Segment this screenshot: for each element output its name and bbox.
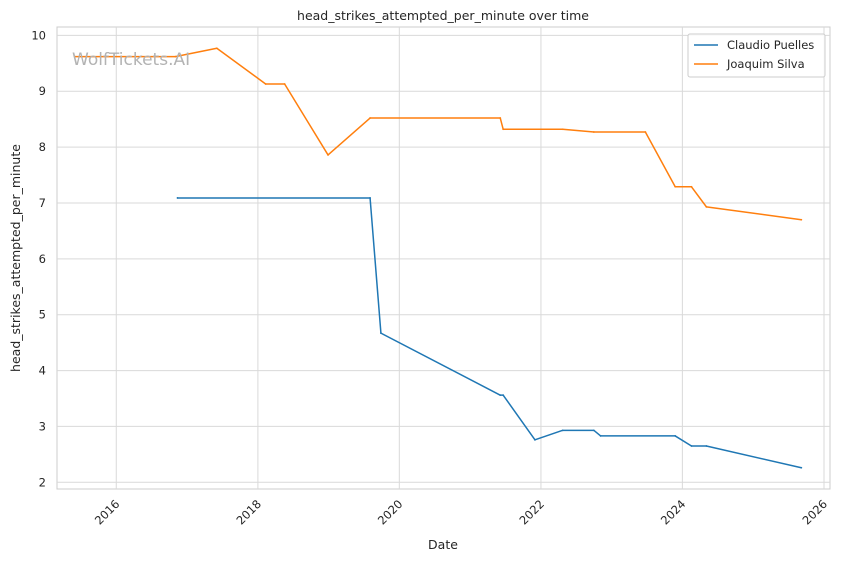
data-point-claudio-puelles: [674, 435, 677, 437]
y-tick-label: 9: [39, 84, 46, 98]
chart-title: head_strikes_attempted_per_minute over t…: [297, 8, 589, 23]
data-point-joaquim-silva: [499, 117, 502, 119]
data-point-joaquim-silva: [592, 131, 595, 133]
data-point-joaquim-silva: [215, 47, 218, 50]
y-tick-label: 5: [39, 308, 46, 322]
legend: Claudio Puelles Joaquim Silva: [687, 33, 826, 78]
data-point-claudio-puelles: [369, 197, 371, 199]
data-point-claudio-puelles: [176, 197, 179, 199]
y-tick-label: 4: [39, 364, 46, 378]
x-tick-label: 2018: [233, 497, 264, 528]
data-point-claudio-puelles: [800, 466, 803, 469]
vertical-gridlines: [115, 27, 825, 489]
y-tick-label: 6: [39, 252, 46, 266]
data-point-joaquim-silva: [73, 55, 76, 58]
data-point-claudio-puelles: [380, 332, 382, 335]
data-point-joaquim-silva: [502, 128, 505, 131]
data-point-claudio-puelles: [561, 429, 564, 432]
y-tick-label: 8: [39, 140, 46, 154]
data-point-claudio-puelles: [592, 429, 595, 432]
data-point-claudio-puelles: [690, 445, 693, 447]
data-point-claudio-puelles: [502, 394, 505, 397]
data-point-joaquim-silva: [705, 205, 708, 208]
data-point-claudio-puelles: [534, 438, 536, 441]
y-tick-labels: 2 3 4 5 6 7 8 9 10: [31, 28, 46, 489]
x-axis-label: Date: [428, 537, 458, 552]
data-point-joaquim-silva: [174, 55, 177, 58]
y-axis-label: head_strikes_attempted_per_minute: [8, 144, 23, 372]
data-point-joaquim-silva: [674, 185, 677, 188]
series-line-joaquim-silva: [74, 47, 802, 221]
data-point-joaquim-silva: [644, 131, 647, 133]
watermark: WolfTickets.AI: [72, 50, 190, 70]
x-tick-label: 2022: [516, 497, 547, 528]
data-point-joaquim-silva: [800, 218, 803, 221]
x-tick-label: 2026: [800, 497, 831, 528]
series-layer: [73, 47, 803, 469]
data-point-joaquim-silva: [690, 185, 693, 188]
plot-area: [56, 26, 831, 490]
data-point-claudio-puelles: [705, 445, 708, 447]
legend-label-claudio-puelles: Claudio Puelles: [727, 38, 814, 52]
data-point-joaquim-silva: [369, 117, 371, 119]
x-tick-label: 2016: [92, 497, 123, 528]
x-tick-label: 2024: [658, 497, 689, 528]
x-tick-label: 2020: [375, 497, 406, 528]
horizontal-gridlines: [57, 34, 830, 483]
y-tick-label: 10: [31, 28, 46, 42]
x-tick-labels: 2016 2018 2020 2022 2024 2026: [92, 497, 830, 528]
data-point-joaquim-silva: [327, 154, 329, 156]
data-point-joaquim-silva: [264, 83, 267, 85]
data-point-claudio-puelles: [499, 394, 502, 397]
data-point-joaquim-silva: [561, 128, 564, 131]
y-tick-label: 3: [39, 419, 46, 433]
legend-label-joaquim-silva: Joaquim Silva: [726, 57, 805, 71]
data-point-claudio-puelles: [599, 435, 602, 437]
y-tick-label: 2: [39, 475, 46, 489]
legend-box: [687, 33, 826, 78]
y-tick-label: 7: [39, 196, 46, 210]
data-point-joaquim-silva: [283, 83, 286, 85]
